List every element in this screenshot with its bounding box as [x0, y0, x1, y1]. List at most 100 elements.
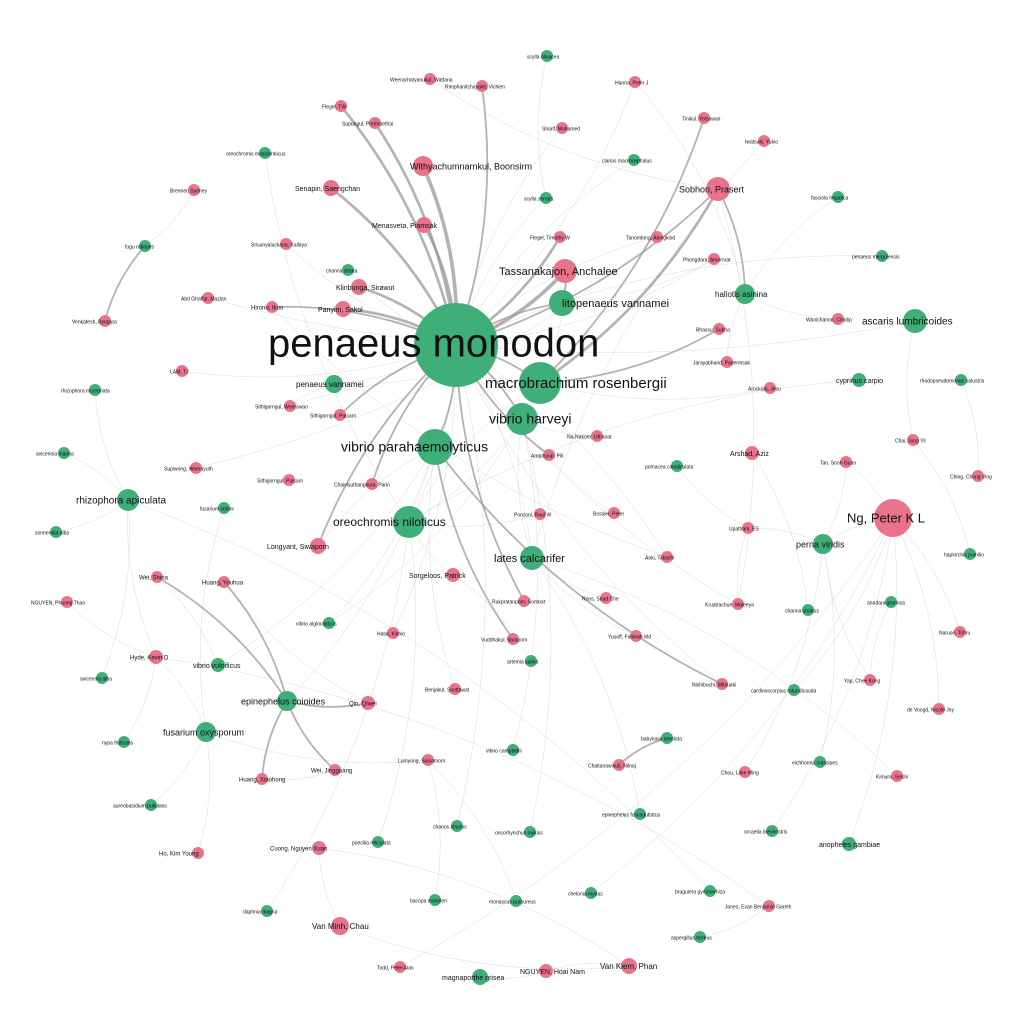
node-arshad-aziz[interactable] — [745, 446, 759, 460]
node-aspergillus-terreus[interactable] — [694, 931, 706, 943]
node-haplorchis-pumilio[interactable] — [964, 548, 976, 560]
node-oncorhynchus-mykiss[interactable] — [524, 826, 536, 838]
node-penaeus-merguiensis[interactable] — [876, 250, 888, 262]
node-rukpratanporn-sombat[interactable] — [518, 595, 530, 607]
node-monascus-purpureus[interactable] — [510, 895, 522, 907]
node-epinephelus-fuscoguttatus[interactable] — [634, 808, 646, 820]
node-kimura-seishi[interactable] — [891, 770, 903, 782]
node-amparyup-piti[interactable] — [543, 449, 555, 461]
node-supungul-premruethai[interactable] — [369, 117, 381, 129]
node-menasveta-piamsak[interactable] — [416, 217, 432, 233]
node-chelonia-mydas[interactable] — [585, 887, 597, 899]
node-hatai-kishio[interactable] — [387, 627, 399, 639]
node-iwatsuki-yukio[interactable] — [758, 135, 770, 147]
node-bossier-peter[interactable] — [608, 507, 620, 519]
node-lates-calcarifer[interactable] — [520, 546, 544, 570]
node-fasciola-hepatica[interactable] — [832, 191, 844, 203]
node-longyant-siwaporn[interactable] — [310, 538, 326, 554]
node-pomacea-canaliculata[interactable] — [671, 460, 683, 472]
node-fugu-rubripes[interactable] — [139, 240, 151, 252]
node-van-minh-chau[interactable] — [331, 917, 349, 935]
node-klinbunga-sirawut[interactable] — [351, 279, 367, 295]
node-phongdara-amornrat[interactable] — [708, 253, 720, 265]
node-chai-jong-yil[interactable] — [907, 434, 919, 446]
node-venkatesh-byrappa[interactable] — [99, 315, 111, 327]
node-penaeus-vannamei[interactable] — [325, 375, 343, 393]
node-van-kiem-phan[interactable] — [621, 958, 637, 974]
node-ho-kim-young[interactable] — [192, 847, 204, 859]
node-magnaporthe-grisea[interactable] — [472, 969, 488, 985]
node-benjakul-soottawat[interactable] — [449, 683, 461, 695]
node-wei-jingguang[interactable] — [329, 764, 341, 776]
node-naruse-tohru[interactable] — [954, 626, 966, 638]
node-huang-youhua[interactable] — [218, 576, 230, 588]
node-ponzoni-raul-w[interactable] — [534, 508, 546, 520]
node-cuong-nguyen-xuan[interactable] — [312, 841, 326, 855]
node-vuddhakul-varaporn[interactable] — [507, 633, 519, 645]
node-sharif-mohamed[interactable] — [556, 122, 568, 134]
node-oreochromis-mossambicus[interactable] — [259, 147, 271, 159]
node-ching-chong-ving[interactable] — [972, 470, 984, 482]
node-sithigorngul-paisarn[interactable] — [334, 409, 346, 421]
node-channa-striata[interactable] — [342, 264, 354, 276]
node-abd-ghaffar-mazlan[interactable] — [202, 292, 214, 304]
node-chanos-chanos[interactable] — [451, 820, 463, 832]
node-vibrio-vulnificus[interactable] — [211, 658, 225, 672]
node-daphnia-magna[interactable] — [261, 905, 273, 917]
node-nypa-fruticans[interactable] — [118, 736, 130, 748]
node-wei-shina[interactable] — [151, 571, 163, 583]
node-qin-qiwei[interactable] — [361, 696, 375, 710]
node-rimphanitchayakit-vichien[interactable] — [476, 80, 488, 92]
node-poecilia-reticulata[interactable] — [372, 836, 384, 848]
node-hanna-peter-j[interactable] — [629, 76, 641, 88]
node-sithigorngul-paisarn[interactable] — [283, 474, 295, 486]
node-scylla-olivacea[interactable] — [541, 50, 553, 62]
node-tan-soon-guan[interactable] — [840, 456, 852, 468]
node-flegel-tw[interactable] — [335, 100, 347, 112]
node-tinikul-yotsawan[interactable] — [698, 112, 710, 124]
node-weerachatyanukul-wattana[interactable] — [424, 73, 436, 85]
node-hirono-ikuo[interactable] — [266, 301, 278, 313]
node-tassanakajon-anchalee[interactable] — [553, 259, 577, 283]
node-fusarium-solani[interactable] — [218, 502, 230, 514]
node-sithigorngul-weerawan[interactable] — [284, 400, 296, 412]
node-anopheles-gambiae[interactable] — [842, 837, 856, 851]
node-vibrio-alginolyticus[interactable] — [323, 617, 335, 629]
node-epinephelus-coioides[interactable] — [277, 691, 297, 711]
node-senapin-saengchan[interactable] — [323, 180, 339, 196]
node-eichhornia-crassipes[interactable] — [814, 756, 826, 768]
node-chaitanawisuti-nilnaj[interactable] — [613, 759, 625, 771]
node-scylla-serrata[interactable] — [540, 192, 552, 204]
node-ng-peter-k-l[interactable] — [874, 499, 912, 537]
node-avicennia-marina[interactable] — [58, 447, 70, 459]
node-litopenaeus-vannamei[interactable] — [549, 290, 575, 316]
node-hyde-kevin-d[interactable] — [149, 650, 163, 664]
node-supiwong-weerayuth[interactable] — [190, 462, 202, 474]
node-todd-peter-alan[interactable] — [394, 961, 406, 973]
node-anadara-granosa[interactable] — [885, 596, 897, 608]
node-withyachumnarnkul-boonsirm[interactable] — [413, 156, 433, 176]
node-sonneratia-alba[interactable] — [50, 526, 62, 538]
node-rhizophora-apiculata[interactable] — [117, 489, 139, 511]
node-arockiarj-jesu[interactable] — [764, 382, 776, 394]
node-artemia-salina[interactable] — [525, 655, 537, 667]
node-perna-viridis[interactable] — [813, 534, 833, 554]
node-channa-striatus[interactable] — [802, 604, 814, 616]
node-fusarium-oxysporum[interactable] — [196, 722, 216, 742]
node-cyprinus-carpio[interactable] — [852, 373, 866, 387]
node-tanomtong-alongklod[interactable] — [651, 231, 663, 243]
node-bruguiera-gymnorrhiza[interactable] — [704, 885, 716, 897]
node-upatham-es[interactable] — [742, 522, 754, 534]
node-yap-chee-kong[interactable] — [864, 674, 876, 686]
node-lumyong-saisamorn[interactable] — [422, 754, 434, 766]
node-nguyen-hoai-nam[interactable] — [539, 964, 553, 978]
node-lam-tj[interactable] — [176, 365, 188, 377]
node-babylonia-areolata[interactable] — [661, 732, 673, 744]
node-sobhon-prasert[interactable] — [706, 177, 730, 201]
node-bacopa-monnieri[interactable] — [429, 894, 441, 906]
node-bhassu-subha[interactable] — [713, 323, 725, 335]
node-ascaris-lumbricoides[interactable] — [903, 309, 927, 333]
node-brenner-sydney[interactable] — [188, 184, 200, 196]
node-wanichanon-chaitip[interactable] — [832, 313, 844, 325]
node-chaivisuthangkura-parin[interactable] — [366, 478, 378, 490]
